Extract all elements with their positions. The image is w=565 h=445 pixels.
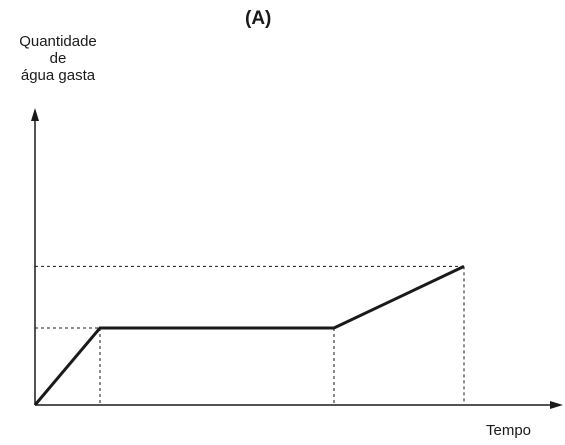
x-axis-label: Tempo	[486, 422, 532, 439]
dashed-guides	[35, 265, 465, 405]
x-axis-arrowhead	[550, 401, 563, 409]
y-axis-label: Quantidade de água gasta	[2, 33, 114, 84]
chart-title: (A)	[245, 8, 272, 29]
y-axis-arrowhead	[31, 108, 39, 121]
series-line	[33, 265, 465, 406]
y-axis-label-line-3: água gasta	[20, 67, 96, 84]
y-axis-label-line-2: de	[49, 50, 67, 67]
y-axis-label-line-1: Quantidade	[19, 33, 97, 50]
